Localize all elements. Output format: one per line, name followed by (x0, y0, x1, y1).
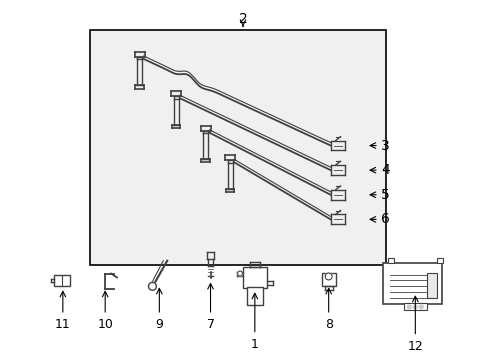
Circle shape (325, 273, 331, 280)
Text: 2: 2 (238, 12, 247, 26)
Bar (426, 273, 436, 298)
Circle shape (418, 305, 422, 309)
Text: 10: 10 (97, 318, 113, 331)
Circle shape (407, 305, 410, 309)
Text: 5: 5 (380, 188, 389, 202)
Text: 3: 3 (380, 139, 389, 153)
Bar (387, 258, 393, 263)
Text: 1: 1 (250, 338, 258, 351)
Text: 7: 7 (206, 318, 214, 331)
Bar (436, 258, 442, 263)
Circle shape (237, 271, 242, 276)
Bar (246, 287, 262, 305)
Bar (321, 273, 335, 286)
Bar (90, 30, 385, 265)
Bar (243, 267, 266, 288)
Text: 4: 4 (380, 163, 389, 177)
Text: 8: 8 (324, 318, 332, 331)
Text: 9: 9 (155, 318, 163, 331)
Bar (382, 263, 441, 304)
Circle shape (148, 282, 156, 290)
Bar (54, 275, 70, 286)
Text: 12: 12 (407, 339, 422, 352)
Text: 6: 6 (380, 212, 389, 226)
Circle shape (412, 305, 416, 309)
Bar (403, 303, 426, 310)
Text: 11: 11 (55, 318, 71, 331)
